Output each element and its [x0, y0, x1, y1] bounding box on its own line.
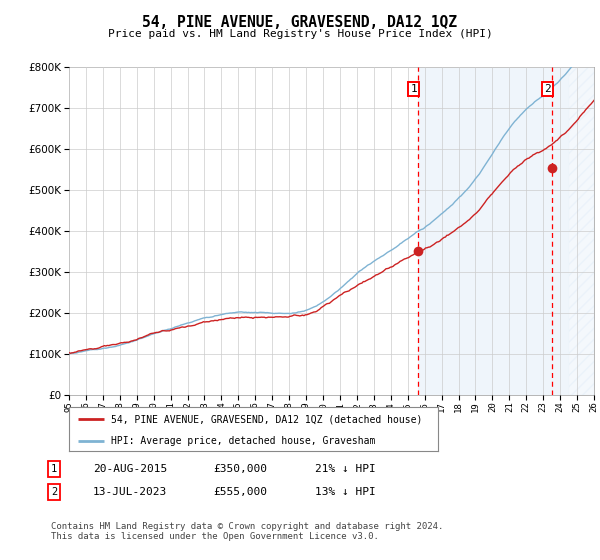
Text: 2: 2	[51, 487, 57, 497]
Text: £555,000: £555,000	[213, 487, 267, 497]
Text: 2: 2	[544, 83, 551, 94]
Text: Price paid vs. HM Land Registry's House Price Index (HPI): Price paid vs. HM Land Registry's House …	[107, 29, 493, 39]
Text: 20-AUG-2015: 20-AUG-2015	[93, 464, 167, 474]
Text: 54, PINE AVENUE, GRAVESEND, DA12 1QZ (detached house): 54, PINE AVENUE, GRAVESEND, DA12 1QZ (de…	[112, 414, 423, 424]
Text: 21% ↓ HPI: 21% ↓ HPI	[315, 464, 376, 474]
Bar	[418, 67, 569, 395]
Text: 13-JUL-2023: 13-JUL-2023	[93, 487, 167, 497]
Text: HPI: Average price, detached house, Gravesham: HPI: Average price, detached house, Grav…	[112, 436, 376, 446]
Text: Contains HM Land Registry data © Crown copyright and database right 2024.
This d: Contains HM Land Registry data © Crown c…	[51, 522, 443, 542]
Text: 1: 1	[51, 464, 57, 474]
Text: 13% ↓ HPI: 13% ↓ HPI	[315, 487, 376, 497]
Text: £350,000: £350,000	[213, 464, 267, 474]
Bar	[569, 67, 594, 395]
Text: 54, PINE AVENUE, GRAVESEND, DA12 1QZ: 54, PINE AVENUE, GRAVESEND, DA12 1QZ	[143, 15, 458, 30]
Text: 1: 1	[410, 83, 417, 94]
